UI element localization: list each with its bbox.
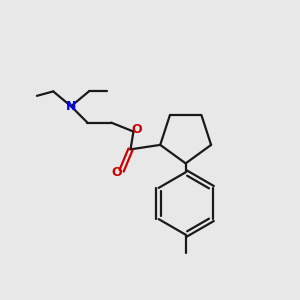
Text: O: O xyxy=(111,166,122,179)
Text: O: O xyxy=(132,123,142,136)
Text: N: N xyxy=(66,100,76,113)
